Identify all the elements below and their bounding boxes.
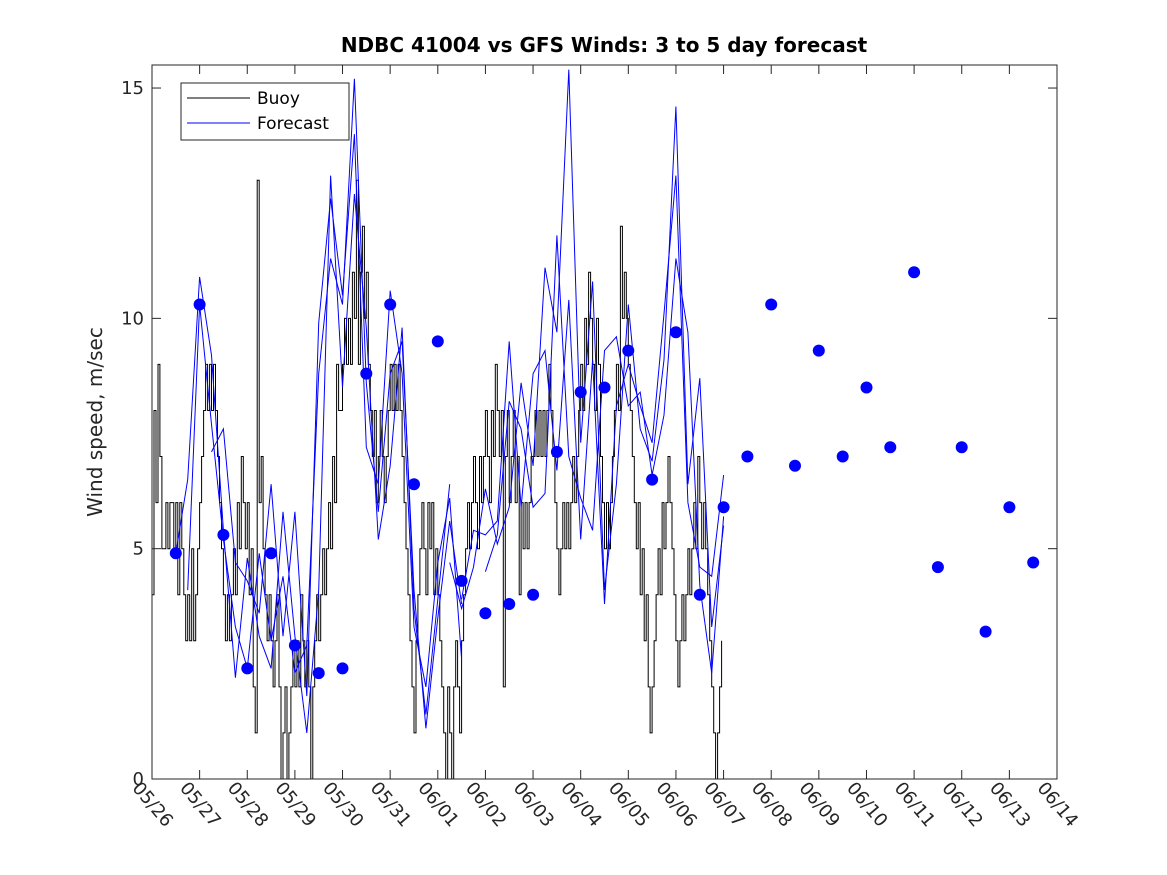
forecast-marker-5	[265, 547, 278, 560]
forecast-marker-14	[479, 607, 492, 620]
marker-layer	[169, 266, 1040, 680]
forecast-marker-32	[908, 266, 921, 279]
forecast-marker-6	[288, 639, 301, 652]
forecast-marker-36	[1003, 501, 1016, 514]
forecast-marker-27	[789, 459, 801, 472]
forecast-series-line-3	[211, 134, 463, 697]
forecast-marker-13	[455, 574, 468, 587]
forecast-marker-37	[1027, 556, 1040, 569]
legend-label-forecast: Forecast	[257, 114, 329, 134]
forecast-marker-2	[193, 298, 206, 311]
forecast-marker-19	[598, 381, 611, 394]
forecast-marker-17	[550, 445, 563, 458]
forecast-marker-11	[408, 478, 420, 491]
forecast-marker-22	[669, 326, 682, 339]
y-axis-label: Wind speed, m/sec	[83, 327, 107, 517]
forecast-marker-9	[360, 367, 373, 380]
forecast-marker-25	[741, 450, 754, 463]
forecast-marker-29	[836, 450, 849, 463]
forecast-marker-35	[979, 625, 992, 638]
forecast-marker-33	[931, 561, 944, 574]
series-layer	[152, 69, 725, 780]
forecast-marker-7	[312, 667, 325, 680]
axes-box	[151, 64, 1058, 780]
forecast-series-line-4	[449, 69, 725, 628]
forecast-marker-23	[693, 588, 706, 601]
chart-title: NDBC 41004 vs GFS Winds: 3 to 5 day fore…	[341, 33, 868, 57]
forecast-marker-8	[336, 662, 349, 675]
forecast-marker-12	[431, 335, 444, 348]
y-tick-label: 0	[133, 769, 144, 790]
forecast-marker-26	[765, 298, 778, 311]
forecast-marker-10	[384, 298, 397, 311]
forecast-marker-28	[812, 344, 825, 357]
y-tick-label: 15	[121, 78, 144, 99]
forecast-marker-1	[169, 547, 182, 560]
y-tick-label: 10	[121, 308, 144, 329]
forecast-marker-24	[717, 501, 730, 514]
forecast-marker-18	[574, 386, 587, 399]
forecast-marker-16	[527, 588, 540, 601]
forecast-marker-4	[241, 662, 254, 675]
forecast-marker-21	[646, 473, 659, 486]
legend-label-buoy: Buoy	[257, 89, 300, 109]
forecast-marker-31	[884, 441, 897, 454]
forecast-series-line-2	[187, 78, 463, 729]
y-tick-label: 5	[133, 539, 144, 560]
plot-area	[152, 65, 1057, 779]
forecast-marker-30	[860, 381, 873, 394]
forecast-marker-15	[503, 598, 516, 610]
legend: Buoy Forecast	[180, 82, 350, 141]
forecast-marker-20	[622, 344, 635, 357]
forecast-marker-34	[955, 441, 968, 454]
forecast-marker-3	[217, 528, 230, 541]
forecast-series-line-6	[484, 235, 725, 674]
legend-box	[180, 82, 350, 141]
